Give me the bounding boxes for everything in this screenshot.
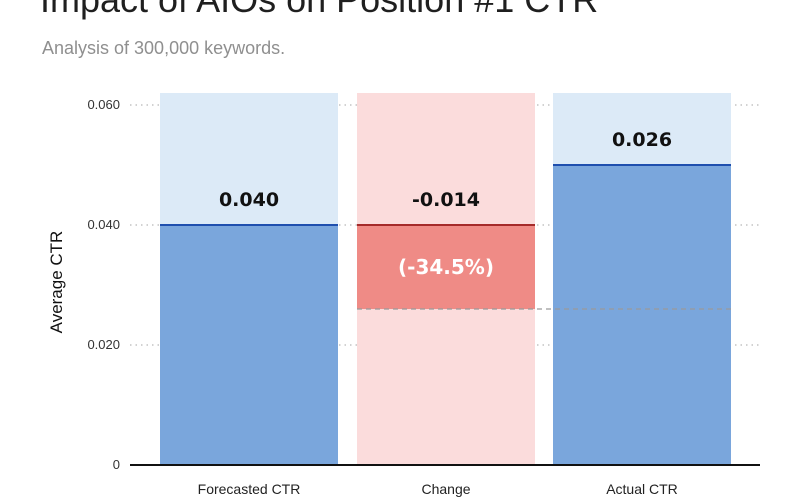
bars [160,93,731,465]
chart-title: Impact of AIOs on Position #1 CTR [40,0,598,22]
bar-forecast [160,225,338,465]
y-tick-label-2: 0.040 [87,217,120,232]
y-tick-label-1: 0.020 [87,337,120,352]
data-label-forecast: 0.040 [219,189,279,211]
chart-subtitle: Analysis of 300,000 keywords. [42,38,286,58]
x-tick-label-1: Change [421,481,470,497]
change-percent-label: (-34.5%) [398,255,494,279]
bar-change [357,225,535,309]
labels: 0 0.020 0.040 0.060 0.040 Forecasted CTR -0.01… [87,97,677,497]
bar-actual [553,165,731,465]
x-tick-label-0: Forecasted CTR [198,481,301,497]
data-label-change: -0.014 [412,189,480,211]
y-axis-title: Average CTR [47,231,66,334]
data-label-actual: 0.026 [612,129,672,151]
y-tick-label-3: 0.060 [87,97,120,112]
y-tick-label-0: 0 [113,457,120,472]
x-tick-label-2: Actual CTR [606,481,678,497]
